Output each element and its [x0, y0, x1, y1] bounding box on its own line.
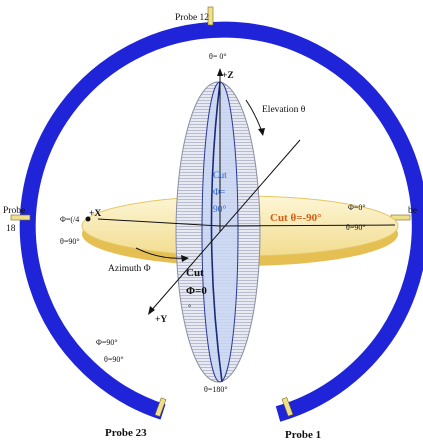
probe-marker-bottom-left	[154, 397, 167, 417]
theta-bottom-label: θ=180°	[204, 385, 228, 394]
horizontal-axis-right	[219, 224, 396, 227]
y-axis-label: +Y	[155, 315, 167, 325]
vertical-cut-label-1: Cut	[213, 171, 227, 181]
theta-right-label: θ=90°	[346, 223, 366, 232]
horizontal-cut-label: Cut θ=-90°	[270, 212, 322, 224]
z-axis-arrow	[217, 68, 223, 76]
elevation-arrowhead	[258, 128, 265, 136]
z-axis-label: +Z	[222, 71, 234, 81]
phi-bottom-label: Φ=90°	[96, 338, 118, 347]
vertical-cut-label-2: Φ=	[213, 188, 225, 198]
x-axis-marker-dot	[85, 216, 91, 222]
azimuth-label: Azimuth Φ	[108, 264, 151, 274]
probe-marker-left	[10, 214, 31, 221]
probe-label-left-1: Probe	[3, 206, 25, 216]
meridian-curve	[210, 81, 223, 383]
phi-left-label: Φ=(/4	[60, 215, 79, 224]
front-cut-label-3: °	[188, 303, 191, 312]
vertical-cut-label-3: 90°	[213, 204, 227, 215]
probe-label-bottom-right: Probe 1	[285, 429, 321, 441]
azimuth-arrowhead	[181, 255, 189, 262]
probe-label-left-2: 18	[6, 224, 16, 234]
probe-label-bottom-left: Probe 23	[105, 427, 147, 439]
elevation-label: Elevation θ	[262, 105, 306, 115]
probe-label-top: Probe 12	[175, 13, 209, 23]
theta-top-label: θ= 0°	[209, 52, 227, 61]
theta-bottom-left-label: θ=90°	[104, 355, 124, 364]
y-axis-arrow	[148, 306, 155, 315]
front-cut-label-2: Φ=0	[186, 285, 207, 297]
x-axis	[97, 218, 221, 227]
probe-marker-bottom-right	[281, 397, 294, 417]
front-cut-label-1: Cut	[186, 267, 204, 279]
probe-label-right: be	[408, 206, 417, 216]
x-axis-label: +X	[89, 209, 101, 219]
probe-ring	[19, 21, 423, 422]
phi-right-label: Φ=0°	[348, 203, 366, 212]
probe-marker-top	[207, 6, 214, 26]
theta-left-label: θ=90°	[60, 237, 80, 246]
